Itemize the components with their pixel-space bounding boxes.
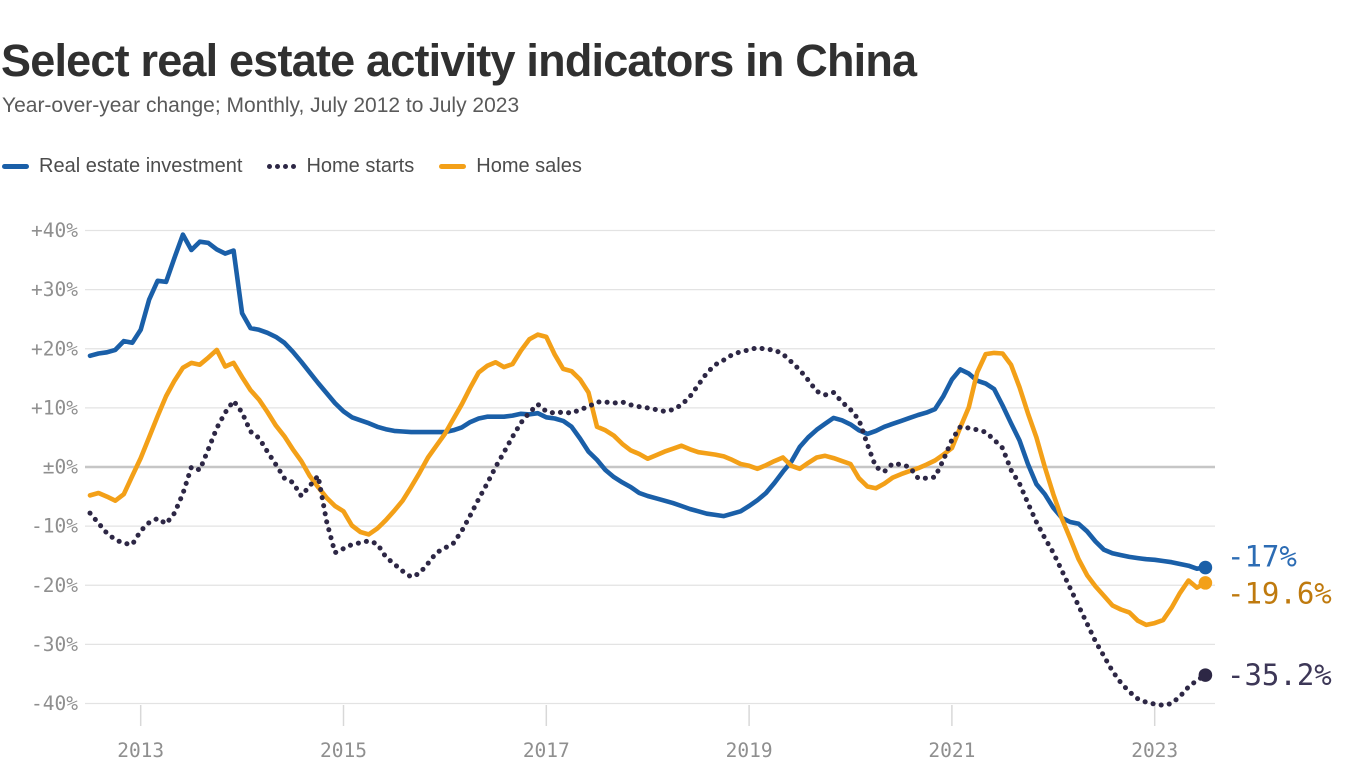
x-axis-label: 2019 <box>726 739 773 762</box>
series-end-label-home-starts: -35.2% <box>1227 658 1332 692</box>
legend-swatch-solid-orange-icon <box>439 164 467 169</box>
legend: Real estate investment Home starts Home … <box>2 155 582 178</box>
legend-item-home-starts: Home starts <box>267 155 414 178</box>
x-axis-label: 2023 <box>1131 739 1178 762</box>
y-axis-label: +10% <box>31 396 78 419</box>
y-axis-label: -40% <box>31 692 78 715</box>
chart-subtitle: Year-over-year change; Monthly, July 201… <box>2 94 520 117</box>
series-line-home-starts <box>87 345 1208 708</box>
legend-label: Home starts <box>306 155 415 177</box>
y-axis-label: +20% <box>31 337 78 360</box>
x-axis-label: 2015 <box>320 739 367 762</box>
legend-label: Home sales <box>476 155 582 177</box>
x-axis-label: 2013 <box>117 739 164 762</box>
legend-swatch-dotted-icon <box>267 164 297 169</box>
legend-item-real-estate-investment: Real estate investment <box>2 155 242 178</box>
series-line-real-estate-investment <box>87 232 1208 571</box>
y-axis-label: -10% <box>31 515 78 538</box>
series-line-home-sales <box>87 332 1208 628</box>
y-axis-label: ±0% <box>43 456 78 479</box>
x-axis-label: 2021 <box>928 739 975 762</box>
series-end-label-home-sales: -19.6% <box>1227 577 1332 611</box>
legend-label: Real estate investment <box>39 155 243 177</box>
legend-item-home-sales: Home sales <box>439 155 582 178</box>
x-axis-label: 2017 <box>523 739 570 762</box>
series-end-dot-real-estate-investment <box>1198 560 1213 575</box>
y-axis-label: +40% <box>31 219 78 242</box>
series-end-dot-home-starts <box>1198 668 1213 682</box>
legend-swatch-solid-blue-icon <box>2 164 29 169</box>
y-axis-label: -20% <box>31 574 78 597</box>
series-end-dot-home-sales <box>1198 576 1213 590</box>
y-axis-label: +30% <box>31 278 78 301</box>
chart-title: Select real estate activity indicators i… <box>1 35 917 87</box>
y-axis-label: -30% <box>31 633 78 656</box>
series-end-label-real-estate-investment: -17% <box>1227 540 1297 574</box>
